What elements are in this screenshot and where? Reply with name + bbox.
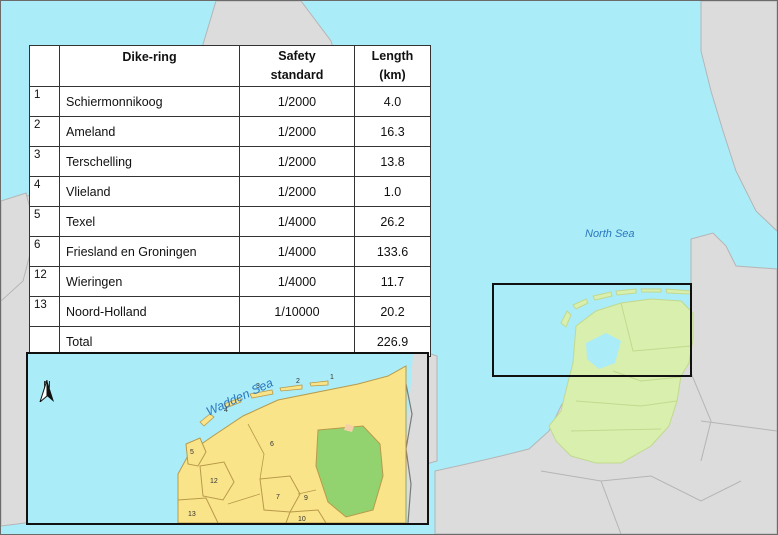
row-safety-standard: 1/10000: [239, 296, 355, 327]
netherlands: [548, 298, 694, 464]
inset-area-number-4: 4: [224, 407, 228, 414]
row-number: 5: [29, 206, 60, 237]
row-safety-standard: 1/2000: [239, 176, 355, 207]
dike-ring-table: Dike-ring Safety standard Length (km) 1 …: [29, 45, 431, 357]
row-safety-standard: 1/2000: [239, 86, 355, 117]
row-dike-ring: Texel: [59, 206, 240, 237]
north-sea-label: North Sea: [585, 228, 635, 240]
row-number: 13: [29, 296, 60, 327]
inset-islands: [199, 380, 329, 427]
total-length: 226.9: [354, 326, 431, 357]
row-length: 26.2: [354, 206, 431, 237]
row-dike-ring: Schiermonnikoog: [59, 86, 240, 117]
row-dike-ring: Wieringen: [59, 266, 240, 297]
row-safety-standard: 1/4000: [239, 206, 355, 237]
inset-area-number-2: 2: [296, 378, 300, 385]
inset-area-7: [259, 475, 301, 513]
inset-texel: [185, 437, 207, 467]
row-number: 1: [29, 86, 60, 117]
row-number: 12: [29, 266, 60, 297]
row-dike-ring: Friesland en Groningen: [59, 236, 240, 267]
row-length: 4.0: [354, 86, 431, 117]
ijsselmeer: [586, 333, 621, 369]
header-dike-ring-label: Dike-ring: [122, 50, 177, 64]
inset-map-drawing: 1 2 3 4 5 6 7 9 10 12 13: [177, 354, 427, 523]
table-row: 6 Friesland en Groningen 1/4000 133.6: [29, 236, 431, 267]
row-number: 3: [29, 146, 60, 177]
row-dike-ring: Noord-Holland: [59, 296, 240, 327]
row-dike-ring: Ameland: [59, 116, 240, 147]
row-length: 133.6: [354, 236, 431, 267]
inset-area-number-5: 5: [190, 449, 194, 456]
inset-noord-holland: [177, 497, 219, 523]
scandinavia: [700, 1, 777, 232]
table-row: 3 Terschelling 1/2000 13.8: [29, 146, 431, 177]
table-row: 4 Vlieland 1/2000 1.0: [29, 176, 431, 207]
inset-east-land: [406, 354, 427, 523]
total-safety-standard: [239, 326, 355, 357]
north-arrow: N: [38, 380, 56, 402]
header-safety-standard: Safety standard: [239, 45, 355, 87]
inset-area-10: [285, 509, 327, 523]
inset-map: 1 2 3 4 5 6 7 9 10 12 13 Wadden Sea N: [26, 352, 429, 525]
row-length: 13.8: [354, 146, 431, 177]
wadden-islands: [560, 288, 692, 328]
north-arrow-icon: [39, 380, 54, 402]
inset-area-number-1: 1: [330, 374, 334, 381]
row-safety-standard: 1/4000: [239, 266, 355, 297]
inset-area-number-7: 7: [276, 494, 280, 501]
inset-area-number-13: 13: [188, 511, 196, 518]
row-length: 11.7: [354, 266, 431, 297]
row-number: 6: [29, 236, 60, 267]
row-safety-standard: 1/2000: [239, 146, 355, 177]
inset-wieringen: [199, 461, 235, 501]
inset-area-number-6: 6: [270, 441, 274, 448]
row-length: 20.2: [354, 296, 431, 327]
row-length: 1.0: [354, 176, 431, 207]
table-total-row: Total 226.9: [29, 326, 431, 357]
row-length: 16.3: [354, 116, 431, 147]
row-dike-ring: Terschelling: [59, 146, 240, 177]
header-length: Length (km): [354, 45, 431, 87]
header-dike-ring: Dike-ring: [59, 45, 240, 87]
table-row: 5 Texel 1/4000 26.2: [29, 206, 431, 237]
header-length-label: Length (km): [371, 49, 414, 82]
table-header-row: Dike-ring Safety standard Length (km): [29, 45, 431, 87]
row-dike-ring: Vlieland: [59, 176, 240, 207]
row-number: 4: [29, 176, 60, 207]
inset-area-number-3: 3: [256, 383, 260, 390]
inset-area-number-9: 9: [304, 495, 308, 502]
table-row: 2 Ameland 1/2000 16.3: [29, 116, 431, 147]
inset-inland-area: [315, 425, 384, 518]
total-label: Total: [59, 326, 240, 357]
table-row: 13 Noord-Holland 1/10000 20.2: [29, 296, 431, 327]
header-number: [29, 45, 60, 87]
row-safety-standard: 1/2000: [239, 116, 355, 147]
inset-area-number-12: 12: [210, 478, 218, 485]
study-area-box: [492, 283, 692, 377]
row-number: 2: [29, 116, 60, 147]
header-safety-standard-label: Safety standard: [270, 49, 324, 82]
row-safety-standard: 1/4000: [239, 236, 355, 267]
table-row: 1 Schiermonnikoog 1/2000 4.0: [29, 86, 431, 117]
inset-area-number-10: 10: [298, 516, 306, 523]
table-row: 12 Wieringen 1/4000 11.7: [29, 266, 431, 297]
